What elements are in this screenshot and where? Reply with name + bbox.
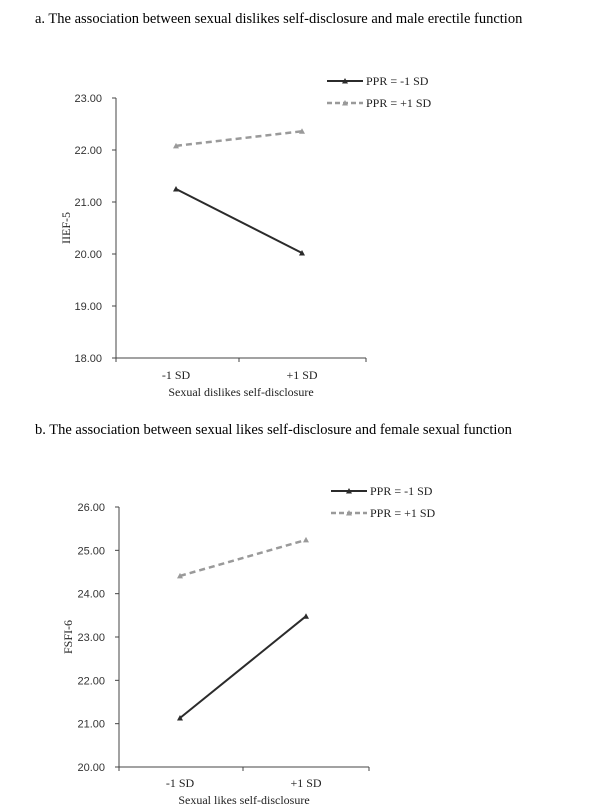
chart-b-x-tick-label: +1 SD <box>290 776 321 790</box>
chart-b-series-2-point <box>177 572 183 579</box>
chart-b: 20.00 21.00 22.00 23.00 24.00 25.00 26.00 -1 SD… <box>61 484 436 807</box>
chart-b-y-tick-label: 20.00 <box>77 762 105 774</box>
chart-a-series-1-line <box>175 188 303 254</box>
chart-a-y-tick-label: 21.00 <box>74 197 102 209</box>
chart-b-legend-marker-2 <box>346 510 352 516</box>
chart-a-y-tick-label: 20.00 <box>74 249 102 261</box>
chart-a-series-2-point <box>299 128 305 134</box>
chart-b-series-1-point <box>303 613 309 619</box>
chart-b-x-axis-title: Sexual likes self-disclosure <box>178 793 309 807</box>
chart-a-y-tick-label: 23.00 <box>74 93 102 105</box>
chart-a-legend-marker-2 <box>342 100 348 106</box>
chart-b-legend-label-1: PPR = -1 SD <box>370 484 433 498</box>
chart-b-y-tick-label: 22.00 <box>77 675 105 687</box>
chart-b-y-tick-label: 24.00 <box>77 589 105 601</box>
chart-a: 18.00 19.00 20.00 21.00 22.00 23.00 -1 SD +1 SD… <box>59 74 432 399</box>
chart-a-legend-label-1: PPR = -1 SD <box>366 74 429 88</box>
chart-a-y-tick-label: 19.00 <box>74 301 102 313</box>
chart-a-y-axis-title: IIEF-5 <box>59 212 73 244</box>
chart-a-y-tick-label: 18.00 <box>74 353 102 365</box>
chart-b-y-tick-label: 21.00 <box>77 719 105 731</box>
chart-a-y-tick-label: 22.00 <box>74 145 102 157</box>
chart-a-x-tick-label: -1 SD <box>162 368 191 382</box>
chart-b-x-tick-label: -1 SD <box>166 776 195 790</box>
chart-b-legend-label-2: PPR = +1 SD <box>370 506 436 520</box>
chart-b-series-2-line <box>179 538 307 578</box>
chart-b-y-axis-title: FSFI-6 <box>61 620 75 654</box>
chart-b-series-2-point <box>303 536 309 543</box>
chart-a-series-1-point <box>299 249 305 256</box>
chart-a-series-2-line <box>175 130 303 148</box>
chart-a-legend-marker-1 <box>342 78 348 84</box>
chart-b-caption: b. The association between sexual likes … <box>35 422 512 438</box>
chart-b-legend-marker-1 <box>346 488 352 494</box>
chart-b-y-tick-label: 26.00 <box>77 502 105 514</box>
chart-a-x-tick-label: +1 SD <box>286 368 317 382</box>
chart-a-legend-label-2: PPR = +1 SD <box>366 96 432 110</box>
chart-a-series-2-point <box>173 142 179 149</box>
chart-a-caption: a. The association between sexual dislik… <box>35 11 523 27</box>
chart-b-y-tick-label: 23.00 <box>77 632 105 644</box>
chart-b-y-tick-label: 25.00 <box>77 545 105 557</box>
chart-b-series-1-point <box>177 715 183 721</box>
chart-a-series-1-point <box>173 186 179 192</box>
chart-a-x-axis-title: Sexual dislikes self-disclosure <box>168 385 313 399</box>
chart-b-series-1-line <box>179 615 307 719</box>
